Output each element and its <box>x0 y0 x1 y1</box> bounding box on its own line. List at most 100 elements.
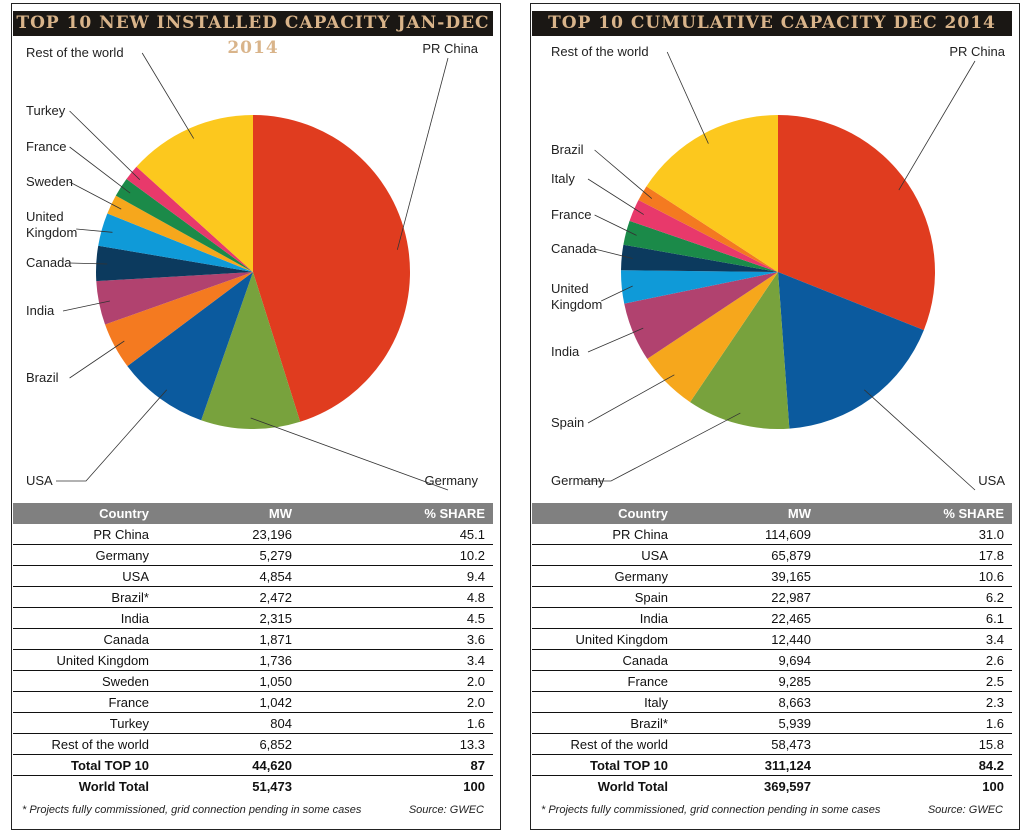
mw-cell: 1,736 <box>149 649 292 671</box>
share-cell: 100 <box>982 778 1004 794</box>
country-cell: France <box>13 691 149 713</box>
leader-line <box>69 262 108 265</box>
pie-slice-brazil <box>105 272 254 367</box>
table-row: Germany 39,165 10.6 <box>532 565 1012 587</box>
pie-slice-united-kingdom <box>621 270 778 304</box>
mw-cell: 1,042 <box>149 691 292 713</box>
mw-cell: 58,473 <box>668 733 811 755</box>
leader-line <box>594 248 633 259</box>
mw-cell: 51,473 <box>252 778 292 794</box>
mw-cell: 5,939 <box>668 712 811 734</box>
mw-cell: 114,609 <box>668 524 811 545</box>
leader-line <box>594 149 653 199</box>
pie-slice-sweden <box>107 195 253 272</box>
leader-line <box>250 417 449 491</box>
country-cell: Germany <box>532 565 668 587</box>
footnote: * Projects fully commissioned, grid conn… <box>541 804 881 816</box>
mw-cell: 2,472 <box>149 586 292 608</box>
slice-label: Italy <box>551 171 575 186</box>
table-row: France 9,285 2.5 <box>532 670 1012 692</box>
mw-cell: 65,879 <box>668 544 811 566</box>
slice-label: PR China <box>422 41 478 56</box>
country-cell: World Total <box>597 778 668 794</box>
share-cell: 1.6 <box>292 712 493 734</box>
country-cell: USA <box>13 565 149 587</box>
column-header: Country <box>13 503 149 524</box>
slice-label: Rest of the world <box>26 45 124 60</box>
pie-slice-usa <box>778 272 924 429</box>
share-cell: 3.4 <box>292 649 493 671</box>
share-cell: 31.0 <box>811 524 1012 545</box>
pie-slice-united-kingdom <box>98 213 254 272</box>
share-cell: 4.8 <box>292 586 493 608</box>
slice-label: United Kingdom <box>551 281 602 312</box>
table-row: Spain 22,987 6.2 <box>532 586 1012 608</box>
country-cell: World Total <box>78 778 149 794</box>
table-row: USA 4,854 9.4 <box>13 565 493 587</box>
chart-title: TOP 10 NEW INSTALLED CAPACITY JAN-DEC 20… <box>13 11 493 58</box>
slice-label: PR China <box>949 44 1005 59</box>
table-header: Country MW% SHARE <box>532 503 1012 524</box>
leader-line <box>76 228 113 233</box>
mw-cell: 44,620 <box>149 754 292 776</box>
slice-label: Germany <box>425 473 479 488</box>
pie-slice-italy <box>629 199 778 272</box>
slice-label: India <box>551 344 580 359</box>
share-cell: 2.3 <box>811 691 1012 713</box>
slice-label: Canada <box>26 255 72 270</box>
share-cell: 15.8 <box>811 733 1012 755</box>
country-cell: United Kingdom <box>532 628 668 650</box>
share-cell: 1.6 <box>811 712 1012 734</box>
mw-cell: 23,196 <box>149 524 292 545</box>
table-row: PR China 23,196 45.1 <box>13 524 493 545</box>
share-cell: 3.6 <box>292 628 493 650</box>
pie-slice-pr-china <box>253 115 410 422</box>
mw-cell: 369,597 <box>764 778 811 794</box>
slice-label: Germany <box>551 473 605 488</box>
country-cell: Rest of the world <box>532 733 668 755</box>
slice-label: Spain <box>551 415 584 430</box>
pie-slice-pr-china <box>778 115 935 331</box>
mw-cell: 39,165 <box>668 565 811 587</box>
country-cell: Germany <box>13 544 149 566</box>
pie-slice-turkey <box>126 166 253 272</box>
share-cell: 2.0 <box>292 670 493 692</box>
mw-cell: 4,854 <box>149 565 292 587</box>
table-row: United Kingdom 1,736 3.4 <box>13 649 493 671</box>
country-cell: United Kingdom <box>13 649 149 671</box>
table-row: Rest of the world 6,852 13.3 <box>13 733 493 755</box>
leader-line <box>863 389 976 491</box>
table-row: PR China 114,609 31.0 <box>532 524 1012 545</box>
table-header: Country MW% SHARE <box>13 503 493 524</box>
mw-cell: 9,285 <box>668 670 811 692</box>
leader-line <box>141 52 195 139</box>
table-row: Germany 5,279 10.2 <box>13 544 493 566</box>
share-cell: 13.3 <box>292 733 493 755</box>
pie-slice-france <box>623 220 778 272</box>
leader-line <box>56 389 168 482</box>
slice-label: Turkey <box>26 103 66 118</box>
pie-slice-france <box>115 179 253 272</box>
table-row: France 1,042 2.0 <box>13 691 493 713</box>
share-cell: 4.5 <box>292 607 493 629</box>
mw-cell: 9,694 <box>668 649 811 671</box>
table-row: Canada 9,694 2.6 <box>532 649 1012 671</box>
share-cell: 2.5 <box>811 670 1012 692</box>
leader-line <box>898 60 976 191</box>
mw-cell: 311,124 <box>668 754 811 776</box>
leader-line <box>587 327 644 353</box>
column-header: MW <box>149 503 292 524</box>
mw-cell: 12,440 <box>668 628 811 650</box>
country-cell: Rest of the world <box>13 733 149 755</box>
leader-line <box>601 285 633 302</box>
data-table: Country MW% SHARE PR China 114,609 31.0 USA 65… <box>532 503 1012 796</box>
table-row: USA 65,879 17.8 <box>532 544 1012 566</box>
pie-slice-germany <box>201 272 301 430</box>
slice-label: France <box>551 207 591 222</box>
share-cell: 9.4 <box>292 565 493 587</box>
cumulative-capacity-panel: TOP 10 CUMULATIVE CAPACITY DEC 2014 PR C… <box>530 3 1020 830</box>
table-row: Total TOP 10 44,620 87 <box>13 754 493 776</box>
mw-cell: 8,663 <box>668 691 811 713</box>
column-header: % SHARE <box>292 503 493 524</box>
slice-label: Rest of the world <box>551 44 649 59</box>
